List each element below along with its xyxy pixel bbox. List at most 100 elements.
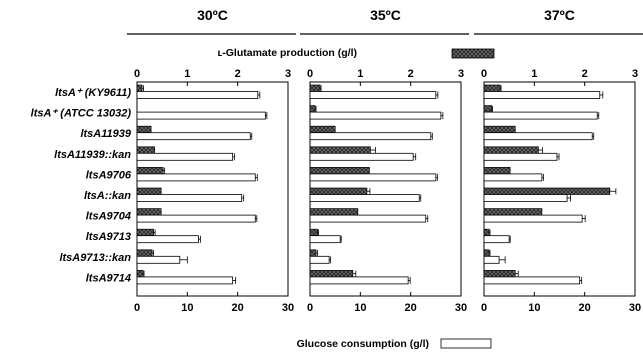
- panel-title: 37ºC: [544, 7, 575, 23]
- strain-label: ltsA11939::kan: [54, 149, 131, 161]
- legend-glucose-swatch: [440, 338, 492, 349]
- top-axis-tick-label: 2: [582, 68, 588, 80]
- glucose-bar: [136, 111, 266, 120]
- glutamate-bar: [483, 125, 516, 134]
- bottom-axis-tick-label: 30: [629, 302, 641, 314]
- strain-label: ltsA::kan: [84, 190, 131, 202]
- glutamate-bar: [309, 105, 316, 113]
- top-axis-tick-label: 1: [357, 68, 363, 80]
- glutamate-bar: [309, 167, 370, 175]
- bottom-axis-tick-label: 0: [307, 302, 313, 314]
- glucose-bar: [483, 194, 568, 202]
- glutamate-bar: [309, 270, 354, 278]
- glucose-bar: [136, 152, 234, 161]
- glutamate-bar: [309, 84, 321, 92]
- top-axis-tick-label: 0: [307, 68, 313, 80]
- glutamate-bar: [309, 249, 317, 257]
- top-axis-tick-label: 1: [531, 68, 537, 80]
- glucose-bar: [136, 91, 259, 99]
- strain-label: ltsA9706: [86, 169, 132, 181]
- glucose-bar: [309, 91, 437, 99]
- bottom-axis-tick-label: 20: [579, 302, 591, 314]
- glucose-bar: [136, 132, 251, 141]
- glucose-bar: [136, 255, 181, 264]
- glutamate-bar: [136, 208, 162, 216]
- glutamate-bar: [483, 146, 539, 154]
- glutamate-bar: [483, 105, 492, 113]
- strain-label: ltsA9704: [86, 211, 131, 223]
- glucose-bar: [136, 214, 256, 223]
- glucose-bar: [309, 111, 442, 120]
- glutamate-bar: [483, 187, 611, 195]
- top-axis-tick-label: 3: [285, 68, 291, 80]
- glutamate-bar: [136, 167, 164, 175]
- top-axis-tick-label: 0: [134, 68, 140, 80]
- glutamate-bar: [483, 228, 490, 237]
- glutamate-bar: [136, 187, 162, 195]
- glutamate-bar: [136, 228, 154, 237]
- glucose-bar: [309, 173, 437, 182]
- top-axis-tick-label: 2: [235, 68, 241, 80]
- strain-label: ltsA⁺ (KY9611): [55, 87, 131, 99]
- bottom-axis-tick-label: 30: [282, 302, 294, 314]
- panel-2: 0 1 2 30 10 20 30: [307, 68, 467, 314]
- glutamate-bar: [483, 167, 511, 175]
- legend-glutamate-label: ʟ-Glutamate production (g/l): [218, 47, 358, 59]
- glucose-bar: [136, 235, 199, 244]
- glutamate-bar: [136, 249, 153, 257]
- glucose-bar: [483, 152, 558, 161]
- glucose-bar: [309, 194, 420, 202]
- panel-title: 30ºC: [197, 7, 228, 23]
- panel-title: 35ºC: [370, 7, 401, 23]
- top-axis-tick-label: 1: [184, 68, 190, 80]
- glutamate-bar: [483, 84, 501, 92]
- top-axis-tick-label: 3: [632, 68, 638, 80]
- glucose-bar: [483, 235, 510, 244]
- glucose-bar: [136, 194, 243, 202]
- bottom-axis-tick-label: 10: [354, 302, 366, 314]
- glutamate-bar: [309, 208, 359, 216]
- bottom-axis-tick-label: 30: [455, 302, 467, 314]
- glucose-bar: [483, 214, 583, 223]
- strain-label: ltsA9714: [86, 272, 131, 284]
- glucose-bar: [483, 173, 543, 182]
- strain-label: ltsA9713: [86, 231, 131, 243]
- bottom-axis-tick-label: 10: [528, 302, 540, 314]
- glutamate-bar: [483, 249, 490, 257]
- top-axis-tick-label: 0: [481, 68, 487, 80]
- glucose-bar: [483, 255, 500, 264]
- glucose-bar: [309, 132, 432, 141]
- panel-3: 0 1 2 30 10 20 30: [481, 68, 641, 314]
- strain-label: ltsA11939: [80, 128, 131, 140]
- glucose-bar: [483, 132, 593, 141]
- glucose-bar: [309, 235, 341, 244]
- glutamate-bar: [309, 228, 318, 237]
- bottom-axis-tick-label: 20: [405, 302, 417, 314]
- glutamate-bar: [309, 187, 368, 195]
- glucose-bar: [309, 255, 330, 264]
- glucose-bar: [483, 111, 598, 120]
- panel-1: 0 1 2 30 10 20 30: [134, 68, 294, 314]
- strain-label: ltsA⁺ (ATCC 13032): [31, 108, 132, 120]
- glucose-bar: [309, 214, 427, 223]
- bottom-axis-tick-label: 10: [181, 302, 193, 314]
- glucose-bar: [309, 276, 409, 285]
- legend-glutamate-swatch: [451, 48, 495, 59]
- glutamate-bar: [136, 270, 144, 278]
- bottom-axis-tick-label: 0: [134, 302, 140, 314]
- glutamate-bar: [136, 125, 152, 134]
- top-axis-tick-label: 3: [458, 68, 464, 80]
- bottom-axis-tick-label: 0: [481, 302, 487, 314]
- glutamate-bar: [136, 84, 143, 92]
- glutamate-bar: [309, 125, 336, 134]
- glucose-bar: [136, 173, 256, 182]
- strain-label: ltsA9713::kan: [59, 252, 131, 264]
- legend-glucose-label: Glucose consumption (g/l): [297, 338, 429, 350]
- glucose-bar: [309, 152, 414, 161]
- glucose-bar: [483, 276, 581, 285]
- glutamate-bar: [483, 270, 516, 278]
- glutamate-bar: [483, 208, 543, 216]
- glutamate-bar: [136, 146, 155, 154]
- bottom-axis-tick-label: 20: [232, 302, 244, 314]
